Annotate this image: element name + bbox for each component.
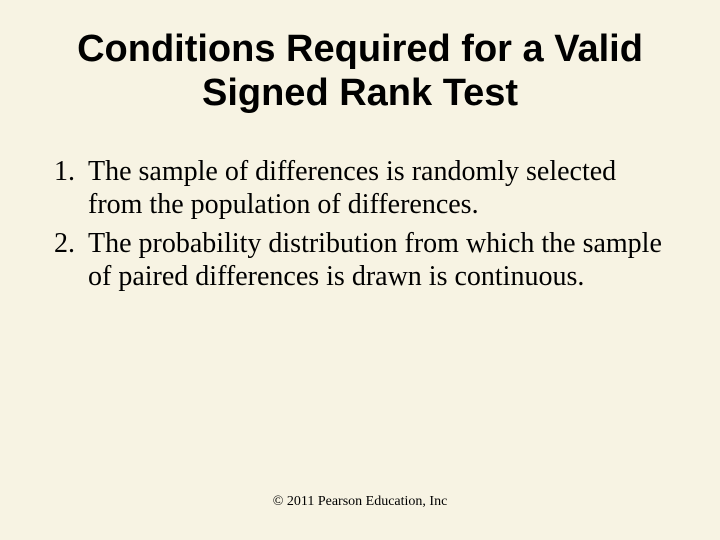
slide-title: Conditions Required for a Valid Signed R… — [48, 28, 672, 115]
list-item: The probability distribution from which … — [82, 227, 672, 293]
conditions-list: The sample of differences is randomly se… — [48, 155, 672, 293]
copyright-footer: © 2011 Pearson Education, Inc — [0, 494, 720, 510]
list-item: The sample of differences is randomly se… — [82, 155, 672, 221]
slide: Conditions Required for a Valid Signed R… — [0, 0, 720, 540]
